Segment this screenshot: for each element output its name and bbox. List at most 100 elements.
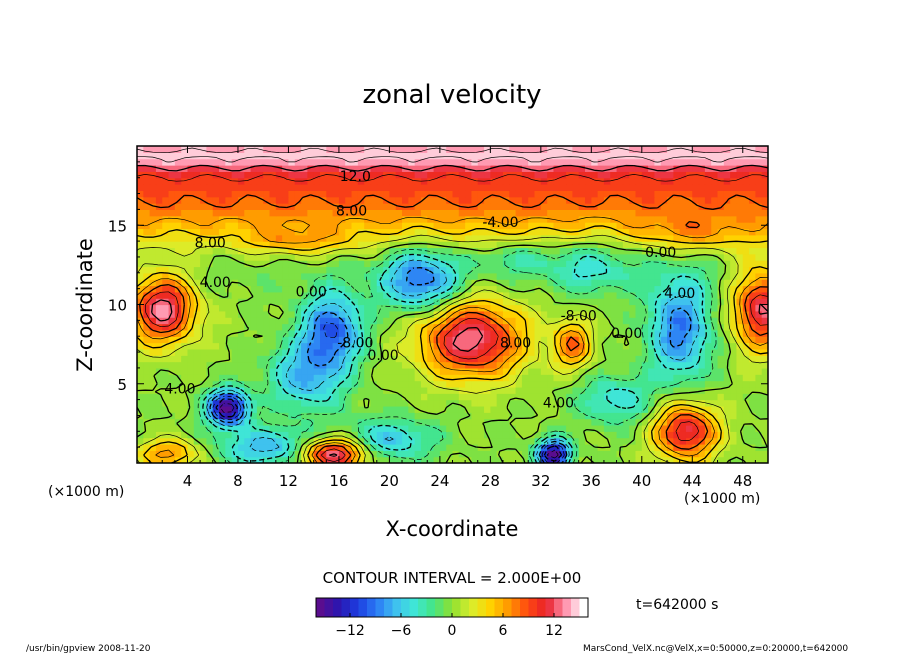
heatmap-cell bbox=[484, 355, 491, 363]
heatmap-cell bbox=[420, 222, 428, 230]
heatmap-cell bbox=[326, 203, 334, 210]
heatmap-cell bbox=[193, 272, 201, 280]
heatmap-cell bbox=[187, 285, 195, 293]
heatmap-cell bbox=[376, 380, 384, 388]
heatmap-cell bbox=[566, 253, 573, 261]
heatmap-cell bbox=[730, 279, 738, 287]
heatmap-cell bbox=[736, 279, 744, 287]
heatmap-cell bbox=[408, 209, 416, 217]
heatmap-cell bbox=[408, 152, 416, 160]
heatmap-cell bbox=[357, 348, 365, 356]
heatmap-cell bbox=[591, 272, 599, 280]
heatmap-cell bbox=[439, 304, 447, 312]
heatmap-cell bbox=[269, 177, 277, 185]
heatmap-cell bbox=[389, 323, 397, 331]
heatmap-cell bbox=[155, 418, 163, 426]
heatmap-cell bbox=[698, 234, 706, 242]
heatmap-cell bbox=[578, 222, 586, 230]
heatmap-cell bbox=[338, 361, 346, 369]
heatmap-cell bbox=[509, 443, 517, 451]
heatmap-cell bbox=[654, 361, 662, 369]
heatmap-cell bbox=[641, 431, 649, 439]
heatmap-cell bbox=[755, 304, 763, 312]
heatmap-cell bbox=[496, 431, 504, 439]
heatmap-cell bbox=[458, 323, 466, 331]
heatmap-cell bbox=[395, 304, 403, 312]
heatmap-cell bbox=[465, 298, 473, 306]
heatmap-cell bbox=[603, 380, 611, 388]
heatmap-cell bbox=[212, 443, 220, 451]
heatmap-cell bbox=[641, 196, 649, 204]
heatmap-cell bbox=[301, 380, 308, 388]
heatmap-cell bbox=[168, 234, 176, 242]
heatmap-cell bbox=[263, 184, 271, 191]
heatmap-cell bbox=[654, 336, 662, 344]
heatmap-cell bbox=[244, 412, 252, 420]
heatmap-cell bbox=[389, 253, 397, 261]
heatmap-cell bbox=[250, 152, 258, 160]
heatmap-cell bbox=[528, 348, 536, 356]
heatmap-cell bbox=[427, 272, 435, 280]
heatmap-cell bbox=[206, 431, 214, 439]
heatmap-cell bbox=[591, 355, 599, 363]
heatmap-cell bbox=[231, 393, 239, 401]
heatmap-cell bbox=[521, 272, 529, 280]
heatmap-cell bbox=[446, 190, 454, 198]
heatmap-cell bbox=[155, 152, 163, 160]
heatmap-cell bbox=[515, 203, 523, 210]
heatmap-cell bbox=[263, 222, 271, 230]
heatmap-cell bbox=[597, 285, 605, 293]
heatmap-cell bbox=[206, 165, 214, 172]
heatmap-cell bbox=[761, 450, 768, 458]
heatmap-cell bbox=[219, 266, 226, 274]
heatmap-cell bbox=[591, 184, 599, 191]
heatmap-cell bbox=[168, 367, 176, 375]
heatmap-cell bbox=[225, 228, 233, 236]
heatmap-cell bbox=[591, 215, 599, 223]
heatmap-cell bbox=[458, 241, 466, 249]
heatmap-cell bbox=[446, 152, 454, 160]
heatmap-cell bbox=[711, 431, 719, 439]
heatmap-cell bbox=[250, 418, 258, 426]
heatmap-cell bbox=[275, 418, 283, 426]
heatmap-cell bbox=[395, 196, 403, 204]
heatmap-cell bbox=[174, 298, 182, 306]
heatmap-cell bbox=[698, 184, 706, 191]
heatmap-cell bbox=[269, 405, 277, 413]
heatmap-cell bbox=[585, 437, 592, 445]
heatmap-cell bbox=[269, 165, 277, 172]
heatmap-cell bbox=[200, 184, 208, 191]
heatmap-cell bbox=[155, 393, 163, 401]
heatmap-cell bbox=[711, 152, 719, 160]
heatmap-cell bbox=[402, 323, 409, 331]
heatmap-cell bbox=[755, 215, 763, 223]
heatmap-cell bbox=[509, 253, 517, 261]
heatmap-cell bbox=[692, 424, 700, 432]
heatmap-cell bbox=[730, 177, 738, 185]
heatmap-cell bbox=[635, 165, 643, 172]
heatmap-cell bbox=[603, 272, 611, 280]
heatmap-cell bbox=[547, 272, 555, 280]
heatmap-cell bbox=[225, 329, 233, 337]
heatmap-cell bbox=[749, 386, 756, 394]
heatmap-cell bbox=[755, 342, 763, 350]
heatmap-cell bbox=[433, 374, 441, 382]
heatmap-cell bbox=[181, 196, 189, 204]
heatmap-cell bbox=[364, 386, 372, 394]
heatmap-cell bbox=[755, 367, 763, 375]
heatmap-cell bbox=[484, 450, 491, 458]
heatmap-cell bbox=[174, 361, 182, 369]
heatmap-cell bbox=[566, 443, 573, 451]
heatmap-cell bbox=[149, 215, 157, 223]
heatmap-cell bbox=[749, 405, 756, 413]
heatmap-cell bbox=[351, 222, 359, 230]
heatmap-cell bbox=[490, 367, 498, 375]
heatmap-cell bbox=[509, 285, 517, 293]
heatmap-cell bbox=[597, 399, 605, 407]
heatmap-cell bbox=[143, 241, 151, 249]
heatmap-cell bbox=[622, 247, 630, 255]
heatmap-cell bbox=[187, 431, 195, 439]
heatmap-cell bbox=[534, 260, 542, 268]
heatmap-cell bbox=[357, 165, 365, 172]
heatmap-cell bbox=[319, 424, 327, 432]
